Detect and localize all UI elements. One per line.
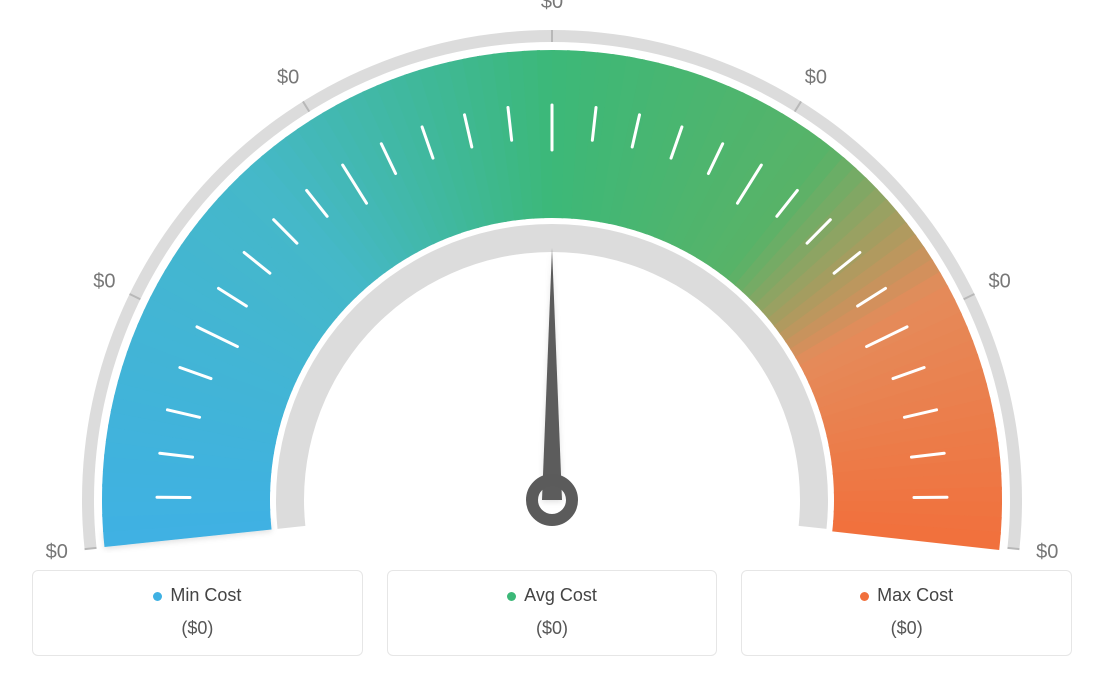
legend-label-max: Max Cost: [877, 585, 953, 605]
legend-title-avg: Avg Cost: [398, 585, 707, 606]
gauge-needle: [542, 248, 562, 500]
gauge-tick-label: $0: [93, 271, 115, 293]
legend-label-avg: Avg Cost: [524, 585, 597, 605]
legend-dot-avg: [507, 592, 516, 601]
gauge-tick-label: $0: [277, 67, 299, 89]
legend-title-min: Min Cost: [43, 585, 352, 606]
legend-row: Min Cost ($0) Avg Cost ($0) Max Cost ($0…: [0, 570, 1104, 656]
legend-dot-min: [153, 592, 162, 601]
legend-box-max: Max Cost ($0): [741, 570, 1072, 656]
gauge-tick-label: $0: [805, 67, 827, 89]
legend-title-max: Max Cost: [752, 585, 1061, 606]
gauge-tick-label: $0: [46, 541, 68, 560]
legend-value-min: ($0): [43, 618, 352, 639]
legend-dot-max: [860, 592, 869, 601]
gauge-tick-label: $0: [988, 271, 1010, 293]
gauge-svg: $0 $0 $0 $0 $0 $0 $0: [0, 0, 1104, 560]
legend-box-min: Min Cost ($0): [32, 570, 363, 656]
legend-value-avg: ($0): [398, 618, 707, 639]
gauge-tick-label: $0: [1036, 541, 1058, 560]
gauge-tick-label: $0: [541, 0, 563, 13]
legend-box-avg: Avg Cost ($0): [387, 570, 718, 656]
legend-value-max: ($0): [752, 618, 1061, 639]
legend-label-min: Min Cost: [170, 585, 241, 605]
cost-gauge-chart: $0 $0 $0 $0 $0 $0 $0: [0, 0, 1104, 560]
